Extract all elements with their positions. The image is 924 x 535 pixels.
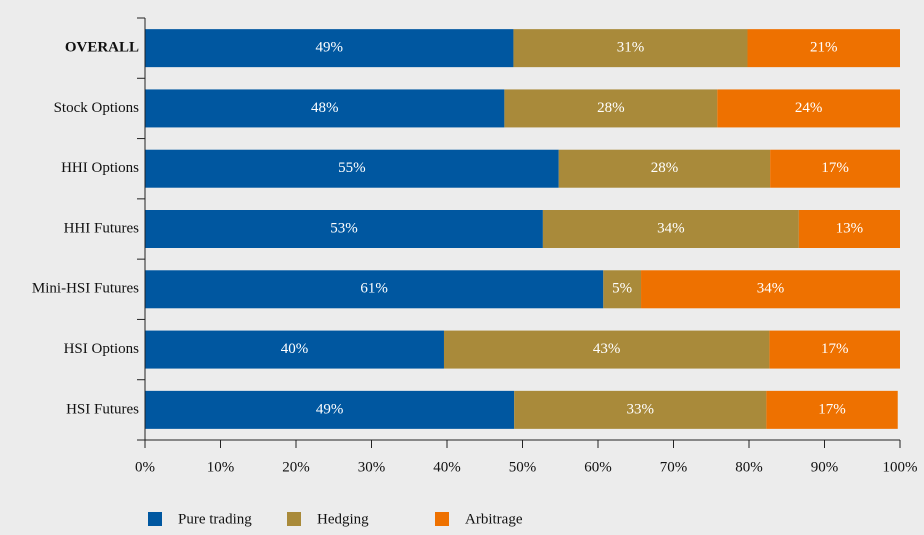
y-tick-label: HHI Options [61,160,139,176]
bar-segment [747,29,900,68]
legend-swatch [287,512,301,526]
data-label: 33% [627,401,655,417]
data-label: 28% [597,100,625,116]
x-tick-label: 50% [509,459,537,475]
data-label: 43% [593,341,621,357]
bar-segment [641,270,900,309]
x-tick-label: 20% [282,459,310,475]
data-label: 21% [810,40,838,56]
data-label: 17% [821,160,849,176]
y-tick-label: HHI Futures [64,220,140,236]
data-label: 49% [315,40,343,56]
legend-swatch [435,512,449,526]
bar-segment [770,149,900,188]
x-tick-label: 30% [358,459,386,475]
data-label: 17% [821,341,849,357]
data-label: 61% [360,281,388,297]
data-label: 49% [316,401,344,417]
bar-segment [145,89,505,128]
bar-segment [145,29,514,68]
data-label: 34% [657,220,685,236]
data-label: 34% [757,281,785,297]
bar-segment [145,149,559,188]
x-tick-label: 90% [811,459,839,475]
data-label: 31% [617,40,645,56]
data-label: 55% [338,160,366,176]
y-tick-label: HSI Futures [66,401,139,417]
x-tick-label: 80% [735,459,763,475]
data-label: 17% [818,401,846,417]
legend-label: Hedging [317,511,369,527]
legend-label: Pure trading [178,511,252,527]
data-label: 5% [612,281,632,297]
data-label: 24% [795,100,823,116]
data-label: 40% [281,341,309,357]
bar-segment [717,89,900,128]
bar-segment [145,210,543,248]
bar-segment [145,270,604,309]
bar-segment [798,210,900,248]
y-tick-label: OVERALL [65,40,139,56]
data-label: 48% [311,100,339,116]
x-tick-label: 40% [433,459,461,475]
bar-segment [145,330,444,369]
bar-segment [769,330,900,369]
y-tick-label: Stock Options [54,100,140,116]
y-tick-label: Mini-HSI Futures [32,281,139,297]
x-tick-label: 60% [584,459,612,475]
legend-swatch [148,512,162,526]
bar-segment [542,210,799,248]
bar-segment [443,330,770,369]
bar-segment [558,149,771,188]
x-tick-label: 10% [207,459,235,475]
bar-segment [603,270,642,309]
bar-segment [513,29,748,68]
x-tick-label: 70% [660,459,688,475]
data-label: 13% [836,220,864,236]
legend-label: Arbitrage [465,511,523,527]
bar-segment [514,390,767,429]
y-tick-label: HSI Options [64,341,140,357]
bar-segment [766,390,898,429]
data-label: 28% [651,160,679,176]
x-tick-label: 0% [135,459,155,475]
data-label: 53% [330,220,358,236]
bar-segment [504,89,718,128]
x-tick-label: 100% [883,459,918,475]
bar-segment [145,390,515,429]
